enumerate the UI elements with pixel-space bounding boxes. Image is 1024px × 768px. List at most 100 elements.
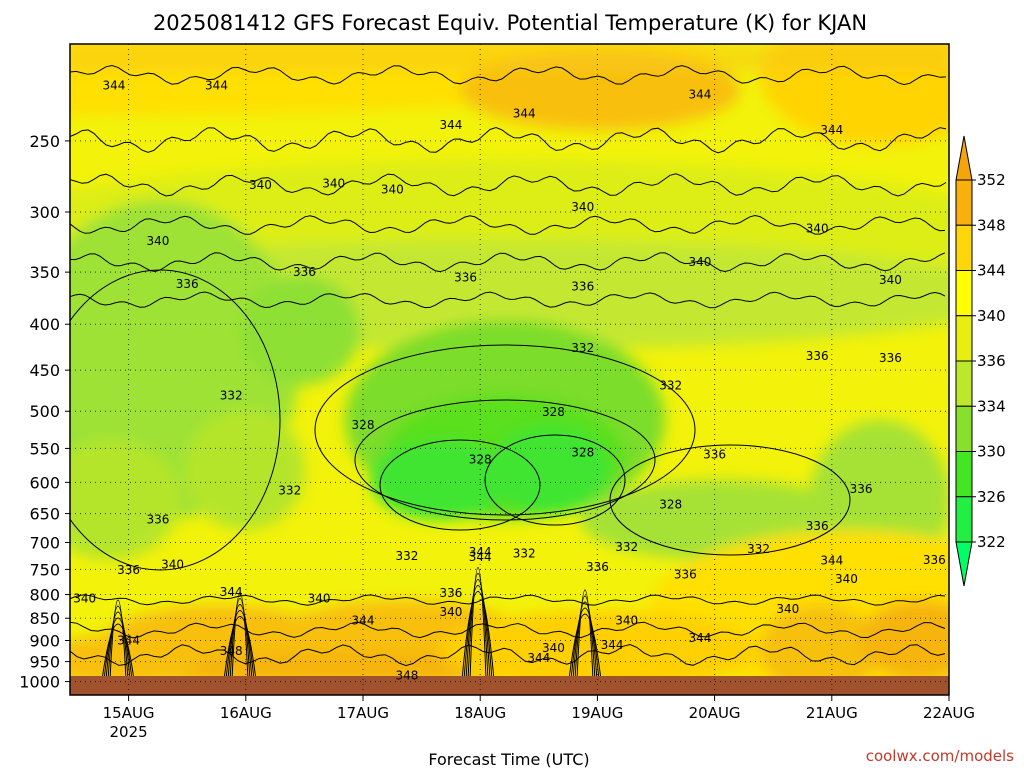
y-tick-label: 900 bbox=[29, 631, 60, 650]
contour-label: 328 bbox=[352, 418, 375, 432]
contour-label: 340 bbox=[439, 605, 462, 619]
colorbar-segment bbox=[955, 224, 973, 271]
ground-surface bbox=[70, 676, 949, 695]
contour-label: 336 bbox=[879, 351, 902, 365]
contour-label: 336 bbox=[923, 553, 946, 567]
colorbar-label: 348 bbox=[977, 216, 1006, 234]
contour-label: 336 bbox=[293, 265, 316, 279]
plot-frame bbox=[69, 43, 950, 696]
contour-label: 340 bbox=[73, 591, 96, 605]
contour-label: 344 bbox=[205, 79, 228, 93]
contour-label: 340 bbox=[806, 222, 829, 236]
contour-label: 328 bbox=[659, 497, 682, 511]
contour-label: 336 bbox=[454, 271, 477, 285]
contour-label: 340 bbox=[688, 255, 711, 269]
x-tick-label: 21AUG bbox=[806, 704, 858, 722]
contour-label: 340 bbox=[776, 602, 799, 616]
contour-label: 332 bbox=[220, 388, 243, 402]
contour-label: 344 bbox=[469, 545, 492, 559]
contour-label: 344 bbox=[688, 631, 711, 645]
y-tick-label: 650 bbox=[29, 505, 60, 524]
contour-label: 340 bbox=[571, 200, 594, 214]
contour-label: 344 bbox=[439, 118, 462, 132]
contour-label: 332 bbox=[659, 378, 682, 392]
x-tick-label: 16AUG bbox=[220, 704, 272, 722]
contour-label: 328 bbox=[542, 405, 565, 419]
contour-label: 344 bbox=[352, 613, 375, 627]
contour-label: 340 bbox=[161, 558, 184, 572]
colorbar: 352 348 344 340 336 334 330 326 322 bbox=[955, 135, 1006, 587]
contour-label: 340 bbox=[879, 273, 902, 287]
contour-label: 336 bbox=[571, 279, 594, 293]
colorbar-label: 330 bbox=[977, 443, 1006, 461]
colorbar-segment bbox=[955, 496, 973, 543]
contour-label: 336 bbox=[674, 568, 697, 582]
contour-label: 344 bbox=[220, 585, 243, 599]
y-axis: 250 300 350 400 450 500 550 600 650 700 750 800 850 9… bbox=[19, 132, 70, 692]
y-tick-label: 850 bbox=[29, 609, 60, 628]
y-tick-label: 250 bbox=[29, 132, 60, 151]
contour-label: 340 bbox=[835, 572, 858, 586]
contour-label: 348 bbox=[220, 644, 243, 658]
contour-label: 344 bbox=[820, 123, 843, 137]
contour-label: 344 bbox=[601, 638, 624, 652]
x-axis-label: Forecast Time (UTC) bbox=[428, 750, 589, 768]
x-tick-label: 22AUG bbox=[923, 704, 975, 722]
y-tick-label: 400 bbox=[29, 315, 60, 334]
y-tick-label: 1000 bbox=[19, 673, 60, 692]
contour-label: 344 bbox=[469, 550, 492, 564]
contour-label: 336 bbox=[117, 563, 140, 577]
chart-title: 2025081412 GFS Forecast Equiv. Potential… bbox=[153, 11, 867, 35]
contour-label: 336 bbox=[806, 349, 829, 363]
plot-area bbox=[70, 44, 949, 695]
colorbar-top-arrow bbox=[955, 135, 973, 181]
y-tick-label: 550 bbox=[29, 439, 60, 458]
contour-label: 348 bbox=[395, 669, 418, 683]
contour-label: 344 bbox=[527, 651, 550, 665]
y-tick-label: 800 bbox=[29, 586, 60, 605]
credit-text: coolwx.com/models bbox=[866, 747, 1014, 765]
contour-label: 340 bbox=[249, 178, 272, 192]
x-tick-sublabel: 2025 bbox=[110, 723, 148, 741]
contour-label: 332 bbox=[615, 540, 638, 554]
contour-label: 328 bbox=[469, 453, 492, 467]
colorbar-bottom-arrow bbox=[955, 541, 973, 587]
x-tick-label: 18AUG bbox=[454, 704, 506, 722]
contour-label: 336 bbox=[176, 277, 199, 291]
colorbar-segment bbox=[955, 451, 973, 498]
colorbar-segment bbox=[955, 270, 973, 317]
contour-label: 336 bbox=[850, 482, 873, 496]
contour-label: 328 bbox=[571, 446, 594, 460]
contour-label: 332 bbox=[395, 549, 418, 563]
contour-label: 344 bbox=[117, 633, 140, 647]
x-tick-label: 20AUG bbox=[689, 704, 741, 722]
colorbar-segment bbox=[955, 315, 973, 362]
contour-label: 340 bbox=[381, 182, 404, 196]
x-tick-label: 17AUG bbox=[337, 704, 389, 722]
colorbar-label: 352 bbox=[977, 171, 1006, 189]
contour-label: 336 bbox=[806, 519, 829, 533]
y-tick-label: 500 bbox=[29, 402, 60, 421]
colorbar-segment bbox=[955, 179, 973, 226]
colorbar-segment bbox=[955, 360, 973, 407]
x-tick-label: 15AUG bbox=[103, 704, 155, 722]
y-tick-label: 300 bbox=[29, 203, 60, 222]
contour-label: 332 bbox=[571, 341, 594, 355]
colorbar-label: 322 bbox=[977, 533, 1006, 551]
contour-label: 344 bbox=[688, 88, 711, 102]
contour-label: 340 bbox=[146, 234, 169, 248]
x-tick-label: 19AUG bbox=[571, 704, 623, 722]
contour-label: 332 bbox=[747, 542, 770, 556]
colorbar-label: 326 bbox=[977, 488, 1006, 506]
contour-label: 336 bbox=[703, 448, 726, 462]
y-tick-label: 950 bbox=[29, 653, 60, 672]
y-tick-label: 450 bbox=[29, 361, 60, 380]
colorbar-segment bbox=[955, 405, 973, 452]
contour-label: 336 bbox=[146, 513, 169, 527]
contour-label: 344 bbox=[820, 553, 843, 567]
contour-label: 336 bbox=[439, 586, 462, 600]
y-tick-label: 350 bbox=[29, 263, 60, 282]
